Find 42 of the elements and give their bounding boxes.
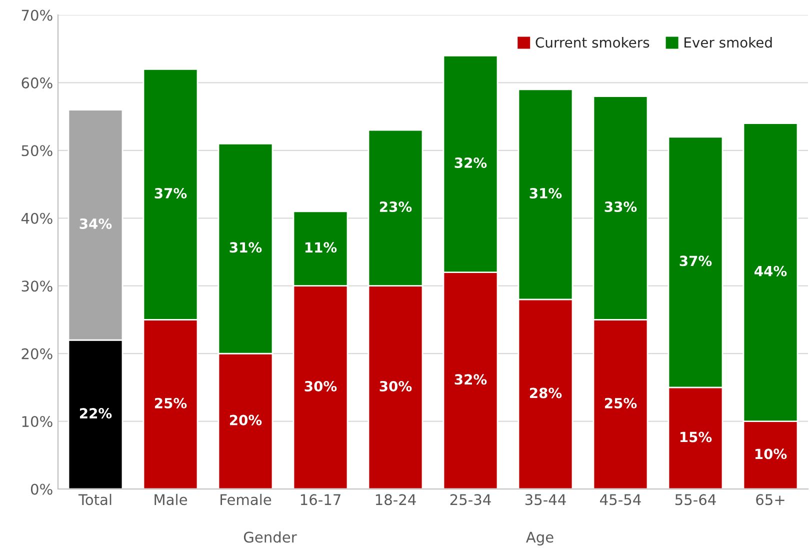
data-label: 33% bbox=[604, 202, 637, 212]
text: Gender bbox=[244, 531, 297, 543]
data-label: 32% bbox=[454, 374, 487, 385]
data-label: 31% bbox=[230, 242, 262, 253]
x-tick-label: 25-34 bbox=[450, 494, 491, 506]
data-label: 28% bbox=[530, 388, 562, 398]
legend-label: Ever smoked bbox=[684, 36, 772, 48]
data-label: 25% bbox=[154, 398, 187, 408]
y-tick-label: 0% bbox=[30, 484, 52, 495]
x-tick-label: 65+ bbox=[756, 494, 784, 506]
x-tick-label: 18-24 bbox=[376, 494, 416, 506]
y-tick-label: 30% bbox=[22, 280, 52, 292]
y-tick-label: 60% bbox=[22, 77, 52, 88]
data-label: 37% bbox=[154, 188, 187, 198]
data-label: 11% bbox=[305, 242, 337, 253]
x-tick-label: Female bbox=[220, 494, 272, 506]
data-label: 25% bbox=[604, 398, 637, 408]
data-label: 37% bbox=[680, 256, 712, 266]
data-label: 34% bbox=[80, 218, 112, 229]
data-label: 31% bbox=[530, 188, 562, 198]
x-tick-label: 35-44 bbox=[525, 494, 566, 506]
legend-label: Current smokers bbox=[536, 36, 650, 48]
y-tick-label: 20% bbox=[22, 348, 52, 360]
data-label: 10% bbox=[755, 448, 787, 460]
x-tick-label: 55-64 bbox=[675, 494, 716, 506]
x-tick-label: 16-17 bbox=[300, 494, 340, 506]
data-label: 44% bbox=[754, 266, 787, 276]
y-tick-label: 70% bbox=[22, 10, 52, 21]
data-label: 30% bbox=[380, 380, 412, 392]
y-tick-label: 10% bbox=[22, 416, 52, 428]
data-label: 32% bbox=[454, 157, 487, 168]
data-label: 30% bbox=[304, 380, 337, 392]
y-tick-label: 50% bbox=[22, 145, 52, 156]
x-tick-label: Total bbox=[78, 494, 112, 506]
text: Age bbox=[526, 532, 554, 546]
y-tick-label: 40% bbox=[21, 212, 52, 224]
data-label: 20% bbox=[230, 414, 262, 426]
data-label: 15% bbox=[680, 432, 712, 442]
data-label: 23% bbox=[380, 202, 412, 212]
x-tick-label: Male bbox=[154, 494, 187, 506]
data-label: 22% bbox=[80, 408, 112, 419]
x-tick-label: 45-54 bbox=[600, 494, 641, 506]
